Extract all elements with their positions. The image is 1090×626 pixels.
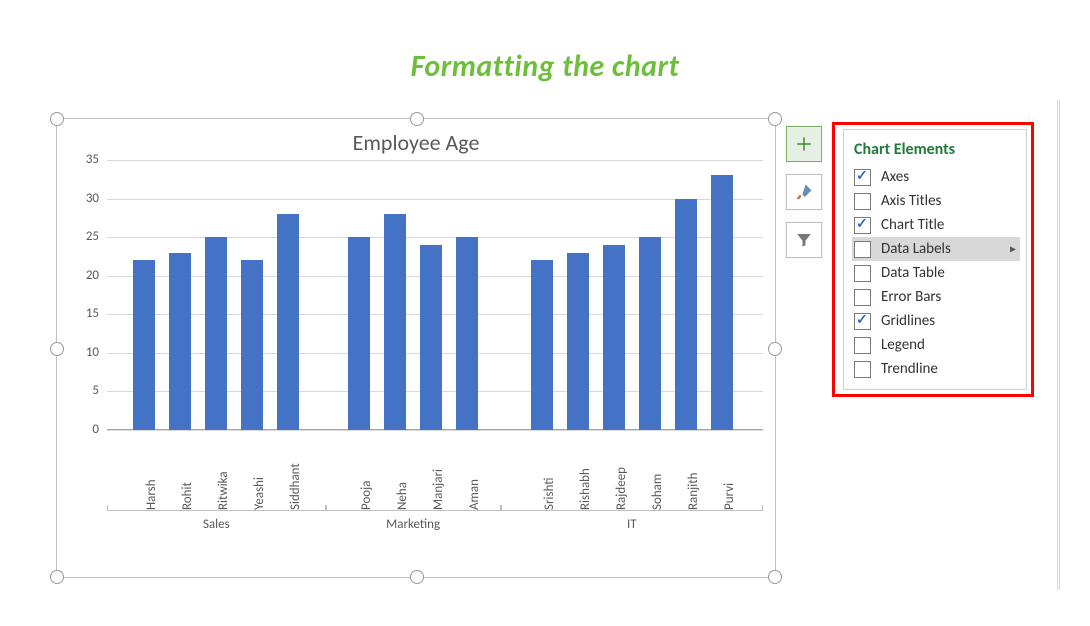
resize-handle-tl[interactable] — [50, 112, 64, 126]
resize-handle-bl[interactable] — [50, 570, 64, 584]
resize-handle-bm[interactable] — [410, 570, 424, 584]
chart-elements-item[interactable]: Axes — [852, 165, 1020, 189]
checkbox-icon[interactable] — [854, 217, 871, 234]
checkbox-icon[interactable] — [854, 169, 871, 186]
bar[interactable] — [567, 253, 589, 430]
x-label-group: SrishtiRishabhRajdeepSohamRanjithPurvi — [501, 430, 763, 510]
checkbox-icon[interactable] — [854, 337, 871, 354]
checkbox-icon[interactable] — [854, 241, 871, 258]
bar-groups — [107, 160, 763, 430]
chart-elements-button[interactable] — [786, 126, 822, 162]
chart-filters-button[interactable] — [786, 222, 822, 258]
chart-elements-item[interactable]: Axis Titles — [852, 189, 1020, 213]
bar[interactable] — [205, 237, 227, 430]
chart-elements-item[interactable]: Data Table — [852, 261, 1020, 285]
x-label-group: HarshRohitRitwikaYeashiSiddhant — [107, 430, 326, 510]
page-heading: Formatting the chart — [0, 48, 1090, 85]
category-label: IT — [501, 510, 763, 532]
chart-elements-item-label: Axis Titles — [881, 192, 941, 210]
bar[interactable] — [348, 237, 370, 430]
chart-elements-item[interactable]: Data Labels ▸ — [852, 237, 1020, 261]
chart-elements-item[interactable]: Error Bars — [852, 285, 1020, 309]
plot-row: 35302520151050 — [69, 160, 763, 430]
funnel-icon — [795, 231, 813, 249]
bar[interactable] — [277, 214, 299, 430]
chart-elements-item[interactable]: Gridlines — [852, 309, 1020, 333]
bar-group — [501, 160, 763, 430]
chart-elements-item-label: Error Bars — [881, 288, 941, 306]
chart-elements-panel-title: Chart Elements — [852, 138, 1020, 165]
chart-elements-item-label: Chart Title — [881, 216, 944, 234]
submenu-arrow-icon[interactable]: ▸ — [1010, 242, 1016, 257]
chart-elements-item-label: Data Labels — [881, 240, 951, 258]
chart-container[interactable]: Employee Age 35302520151050 HarshRohitRi… — [56, 118, 776, 578]
bar[interactable] — [169, 253, 191, 430]
bar[interactable] — [456, 237, 478, 430]
checkbox-icon[interactable] — [854, 193, 871, 210]
x-tick-labels: HarshRohitRitwikaYeashiSiddhantPoojaNeha… — [107, 430, 763, 510]
plus-icon — [795, 135, 813, 153]
bar-group — [107, 160, 326, 430]
category-label: Sales — [107, 510, 326, 532]
category-axis: SalesMarketingIT — [107, 510, 763, 538]
chart-styles-button[interactable] — [786, 174, 822, 210]
checkbox-icon[interactable] — [854, 265, 871, 282]
checkbox-icon[interactable] — [854, 361, 871, 378]
chart-elements-panel: Chart Elements Axes Axis Titles Chart Titl… — [832, 122, 1034, 397]
chart-elements-item-label: Axes — [881, 168, 909, 186]
bar[interactable] — [241, 260, 263, 430]
chart-elements-item-label: Trendline — [881, 360, 938, 378]
category-label: Marketing — [326, 510, 501, 532]
chart-elements-item-label: Gridlines — [881, 312, 935, 330]
resize-handle-mr[interactable] — [768, 342, 782, 356]
bar-group — [326, 160, 501, 430]
bar[interactable] — [384, 214, 406, 430]
resize-handle-ml[interactable] — [50, 342, 64, 356]
checkbox-icon[interactable] — [854, 313, 871, 330]
bar[interactable] — [133, 260, 155, 430]
resize-handle-tr[interactable] — [768, 112, 782, 126]
y-axis: 35302520151050 — [69, 160, 107, 430]
x-label-group: PoojaNehaManjariAman — [326, 430, 501, 510]
bar[interactable] — [531, 260, 553, 430]
paintbrush-icon — [794, 182, 814, 202]
resize-handle-tm[interactable] — [410, 112, 424, 126]
plot-area[interactable] — [107, 160, 763, 430]
chart-elements-item[interactable]: Chart Title — [852, 213, 1020, 237]
chart-elements-item-label: Legend — [881, 336, 925, 354]
chart-elements-item-label: Data Table — [881, 264, 945, 282]
bar[interactable] — [603, 245, 625, 430]
chart-side-buttons — [786, 126, 822, 270]
grid-line — [107, 430, 763, 431]
resize-handle-br[interactable] — [768, 570, 782, 584]
chart-elements-item[interactable]: Legend — [852, 333, 1020, 357]
bar[interactable] — [420, 245, 442, 430]
bar[interactable] — [675, 199, 697, 430]
bar[interactable] — [711, 175, 733, 430]
checkbox-icon[interactable] — [854, 289, 871, 306]
chart-elements-item[interactable]: Trendline — [852, 357, 1020, 381]
page-edge-divider — [1057, 100, 1060, 590]
bar[interactable] — [639, 237, 661, 430]
